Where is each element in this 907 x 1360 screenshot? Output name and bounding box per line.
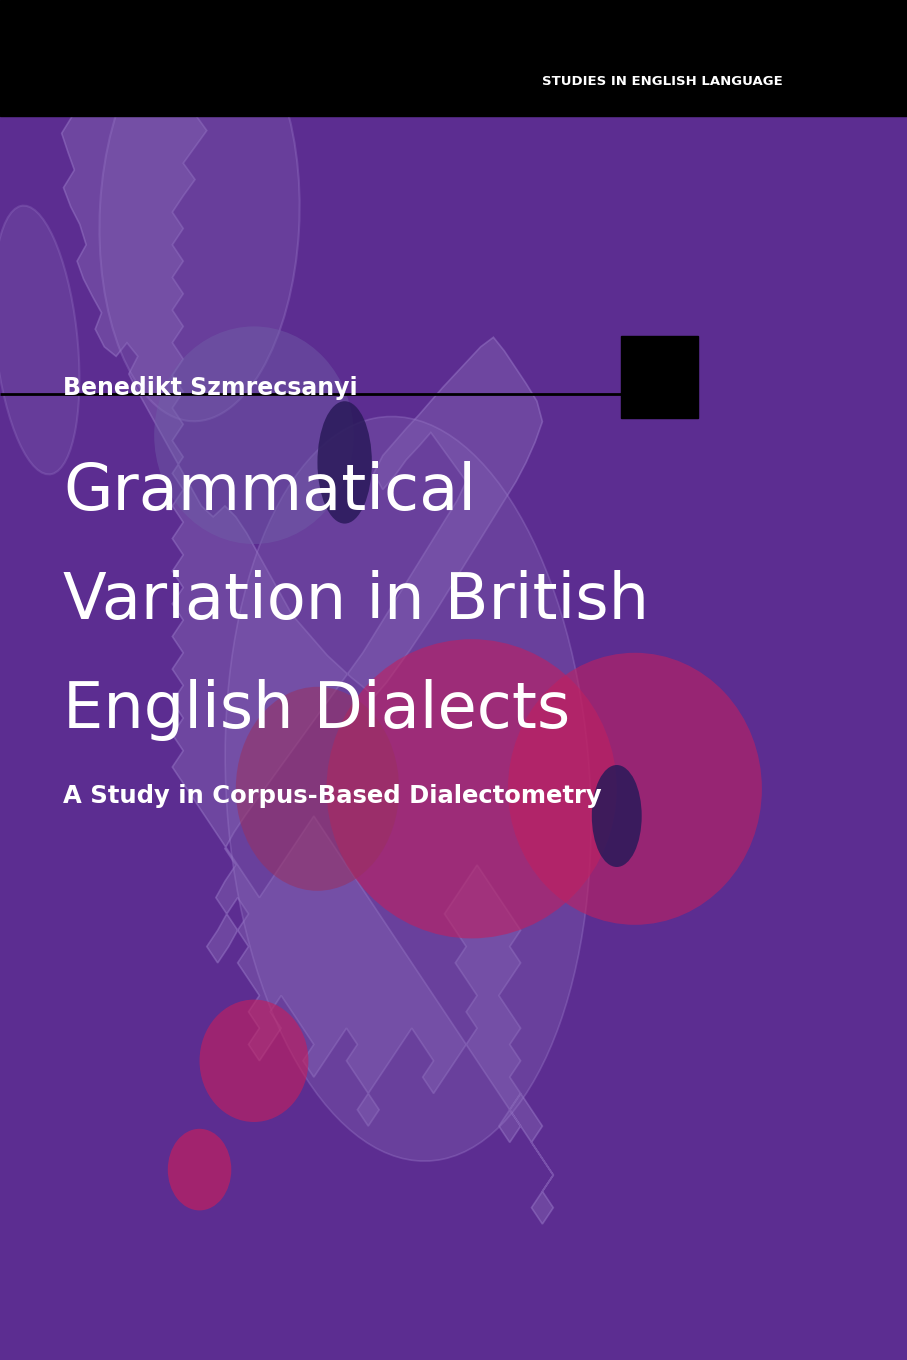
Bar — [0, 0, 907, 116]
Ellipse shape — [38, 29, 61, 53]
Ellipse shape — [327, 639, 617, 938]
Ellipse shape — [591, 764, 642, 868]
Text: A Study in Corpus-Based Dialectometry: A Study in Corpus-Based Dialectometry — [63, 783, 602, 808]
Ellipse shape — [100, 14, 299, 422]
Ellipse shape — [200, 1000, 308, 1122]
Ellipse shape — [0, 205, 80, 475]
Polygon shape — [62, 34, 553, 1224]
Ellipse shape — [225, 416, 591, 1161]
Text: English Dialects: English Dialects — [63, 679, 571, 741]
Text: Variation in British: Variation in British — [63, 570, 649, 632]
Ellipse shape — [36, 86, 54, 105]
Ellipse shape — [236, 687, 399, 891]
Ellipse shape — [317, 401, 372, 524]
Text: STUDIES IN ENGLISH LANGUAGE: STUDIES IN ENGLISH LANGUAGE — [541, 75, 783, 88]
Ellipse shape — [168, 1129, 231, 1210]
Ellipse shape — [508, 653, 762, 925]
Text: Grammatical: Grammatical — [63, 461, 476, 524]
Text: Benedikt Szmrecsanyi: Benedikt Szmrecsanyi — [63, 375, 358, 400]
Bar — [621, 336, 698, 418]
Ellipse shape — [154, 326, 354, 544]
Ellipse shape — [44, 57, 75, 92]
